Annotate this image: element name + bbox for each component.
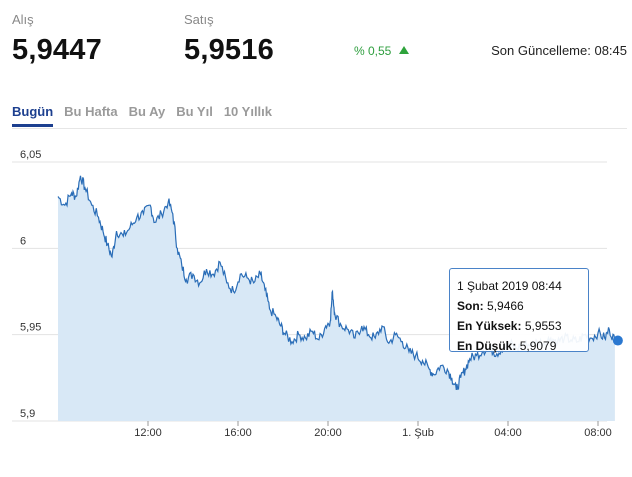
tooltip-last-label: Son: [457, 299, 484, 313]
tooltip-high-value: 5,9553 [524, 319, 562, 333]
tooltip-high-row: En Yüksek: 5,9553 [457, 316, 581, 336]
tabs-divider [12, 128, 627, 129]
last-point-marker[interactable] [612, 335, 623, 346]
x-tick-label: 20:00 [314, 427, 342, 439]
bid-value: 5,9447 [12, 34, 102, 66]
ask-label: Satış [184, 12, 214, 27]
tooltip-date: 1 Şubat 2019 08:44 [457, 279, 562, 293]
tooltip-low-label: En Düşük: [457, 339, 517, 353]
x-tick-label: 04:00 [494, 427, 522, 439]
chart-area-fill [58, 175, 615, 421]
y-tick-label: 6 [20, 235, 26, 247]
tab-this-week[interactable]: Bu Hafta [64, 104, 118, 119]
x-tick-label: 12:00 [134, 427, 162, 439]
tooltip-low-value: 5,9079 [519, 339, 557, 353]
tooltip-last-value: 5,9466 [487, 299, 524, 313]
ask-value: 5,9516 [184, 34, 274, 66]
period-tabs: Bugün Bu Hafta Bu Ay Bu Yıl 10 Yıllık [12, 104, 283, 127]
up-arrow-icon [399, 46, 409, 54]
last-update: Son Güncelleme: 08:45 [491, 43, 627, 58]
tooltip-low-row: En Düşük: 5,9079 [457, 336, 581, 356]
change-percent: % 0,55 [354, 44, 392, 58]
y-tick-label: 5,95 [20, 322, 41, 334]
x-tick-label: 16:00 [224, 427, 252, 439]
tab-today[interactable]: Bugün [12, 104, 54, 127]
bid-label: Alış [12, 12, 34, 27]
tab-this-month[interactable]: Bu Ay [128, 104, 166, 119]
tooltip-high-label: En Yüksek: [457, 319, 522, 333]
tooltip-last-row: Son: 5,9466 [457, 296, 581, 316]
tab-10-years[interactable]: 10 Yıllık [223, 104, 273, 119]
x-tick-label: 08:00 [584, 427, 612, 439]
tab-this-year[interactable]: Bu Yıl [176, 104, 213, 119]
y-tick-label: 6,05 [20, 149, 41, 161]
chart-tooltip: 1 Şubat 2019 08:44 Son: 5,9466 En Yüksek… [449, 268, 589, 353]
x-tick-label: 1. Şub [402, 427, 434, 439]
y-tick-label: 5,9 [20, 408, 35, 420]
